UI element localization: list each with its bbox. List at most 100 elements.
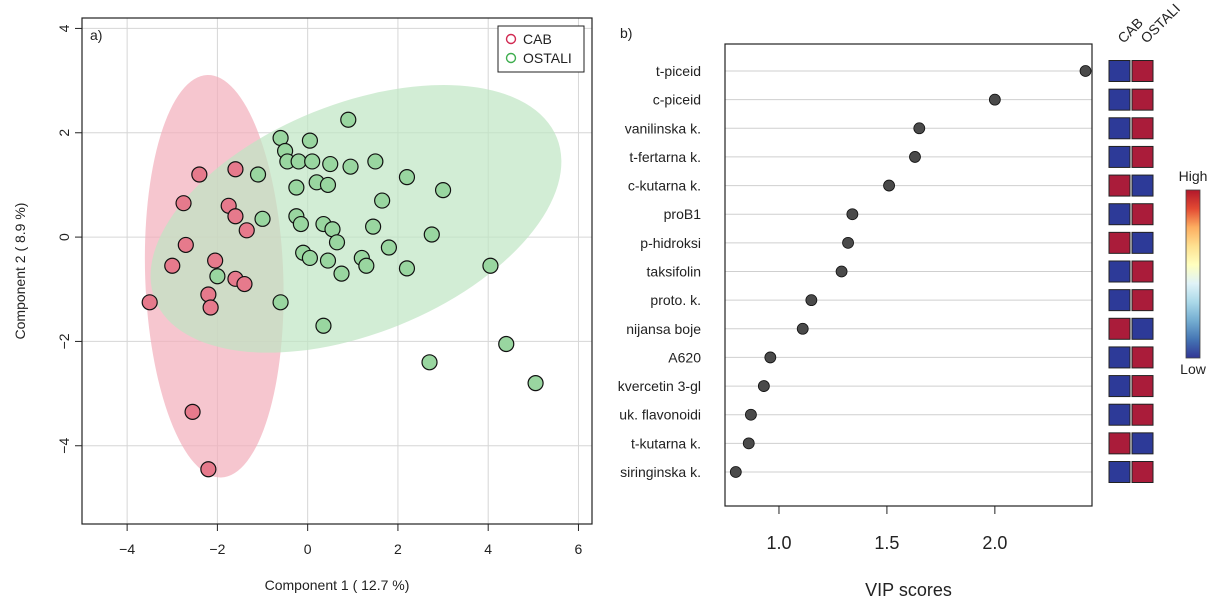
vip-point <box>913 122 926 135</box>
vip-point <box>909 151 921 163</box>
heatmap-cell-cab <box>1108 317 1131 340</box>
point-ostali <box>319 252 337 269</box>
vip-category-label: A620 <box>668 349 701 365</box>
vip-point <box>842 236 854 249</box>
point-ostali <box>434 182 452 199</box>
pca-y-tick-label: 4 <box>56 24 72 32</box>
vip-point <box>764 351 777 364</box>
legend-label-ostali: OSTALI <box>523 50 572 66</box>
pca-y-ticks: −4 −2 0 2 4 <box>56 24 82 454</box>
vip-guide-lines <box>725 70 1092 473</box>
point-ostali <box>272 294 289 311</box>
pca-x-tick-label: 2 <box>394 541 402 557</box>
vip-category-label: proto. k. <box>650 292 701 308</box>
pca-panel-label: a) <box>90 27 102 43</box>
vip-point <box>757 380 770 392</box>
vip-panel-label: b) <box>620 25 632 41</box>
point-ostali <box>398 169 416 186</box>
vip-plot-frame <box>724 43 1093 507</box>
vip-x-tick-label: 1.0 <box>766 533 791 553</box>
vip-category-label: nijansa boje <box>626 321 701 337</box>
vip-category-label: uk. flavonoidi <box>619 407 701 423</box>
legend-marker-ostali <box>505 52 517 64</box>
point-cab <box>175 195 192 212</box>
point-ostali <box>254 210 271 227</box>
pca-plot-frame <box>81 17 593 525</box>
vip-category-label: t-kutarna k. <box>631 435 701 451</box>
point-ostali <box>380 239 398 256</box>
pca-y-tick-label: 0 <box>56 233 72 241</box>
point-cab <box>177 236 194 254</box>
vip-point <box>729 466 742 478</box>
vip-point <box>745 408 757 421</box>
point-ostali <box>423 226 440 243</box>
pca-x-tick-label: 6 <box>575 541 583 557</box>
heatmap-cell-ostali <box>1131 117 1154 140</box>
point-cab <box>191 166 208 183</box>
pca-x-tick-label: 4 <box>484 541 492 557</box>
point-cab <box>200 461 217 478</box>
vip-category-label: c-piceid <box>653 92 701 108</box>
pca-y-axis-label: Component 2 ( 8.9 %) <box>12 203 28 340</box>
legend-label-cab: CAB <box>523 31 552 47</box>
pca-y-tick-label: −2 <box>56 333 72 349</box>
heatmap-cell-cab <box>1108 60 1131 82</box>
point-cab <box>164 257 181 274</box>
vip-point <box>883 179 895 192</box>
vip-x-axis-label: VIP scores <box>865 580 952 600</box>
point-ostali <box>301 249 319 267</box>
ellipse-ostali <box>150 85 562 353</box>
legend-marker-cab <box>505 33 517 45</box>
point-ostali <box>290 153 307 170</box>
vip-point <box>835 265 848 278</box>
point-ostali <box>482 257 499 274</box>
pca-y-tick-label: −4 <box>56 438 72 454</box>
point-cab <box>227 161 244 178</box>
heatmap-cell-cab <box>1108 375 1131 398</box>
vip-colorbar: High Low <box>1179 168 1208 377</box>
point-ostali <box>374 192 391 209</box>
heatmap-cell-ostali <box>1131 174 1154 197</box>
colorbar-low-label: Low <box>1180 361 1207 377</box>
heatmap-cell-ostali <box>1131 375 1154 398</box>
point-cab <box>207 252 224 269</box>
vip-point <box>805 294 818 307</box>
heatmap-cell-ostali <box>1131 145 1154 168</box>
vip-point <box>1079 65 1092 77</box>
point-cab <box>200 286 217 303</box>
point-cab <box>227 208 244 225</box>
vip-x-tick-label: 2.0 <box>982 533 1007 553</box>
heatmap-cell-cab <box>1108 88 1131 111</box>
heatmap-cell-ostali <box>1131 317 1154 340</box>
point-ostali <box>319 176 337 194</box>
vip-category-label: t-fertarna k. <box>629 149 701 165</box>
vip-panel: b) t-piceid c-piceid vanilinska k. t-fertar… <box>618 0 1208 600</box>
heatmap-cell-cab <box>1108 260 1131 283</box>
point-ostali <box>288 179 305 196</box>
vip-point <box>988 93 1001 106</box>
pca-x-tick-label: −4 <box>119 541 135 557</box>
point-ostali <box>421 354 438 371</box>
heatmap-cell-ostali <box>1131 260 1154 283</box>
vip-x-tick-label: 1.5 <box>874 533 899 553</box>
vip-x-ticks: 1.0 1.5 2.0 <box>766 506 1007 553</box>
point-ostali <box>365 218 382 235</box>
heatmap-cell-ostali <box>1131 88 1154 111</box>
point-ostali <box>527 375 544 392</box>
heatmap-cell-cab <box>1108 145 1131 168</box>
point-ostali <box>340 111 357 128</box>
point-ostali <box>301 132 319 149</box>
heatmap-cell-ostali <box>1131 461 1154 483</box>
pca-legend: CAB OSTALI <box>497 25 585 73</box>
pca-x-axis-label: Component 1 ( 12.7 %) <box>265 577 410 593</box>
vip-points <box>729 65 1092 478</box>
heatmap-cell-cab <box>1108 403 1131 426</box>
vip-category-label: siringinska k. <box>620 464 701 480</box>
vip-category-label: taksifolin <box>647 264 701 280</box>
heatmap-cell-cab <box>1108 289 1131 312</box>
point-ostali <box>342 158 359 175</box>
heatmap-cell-ostali <box>1131 432 1154 455</box>
point-ostali <box>315 317 332 334</box>
vip-category-label: p-hidroksi <box>640 235 701 251</box>
